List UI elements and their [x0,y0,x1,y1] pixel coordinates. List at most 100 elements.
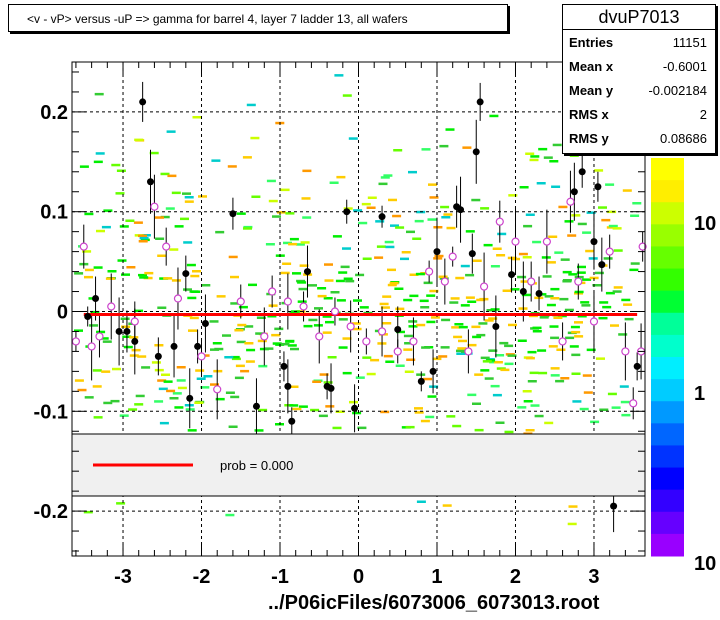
histogram-bin [121,273,130,276]
histogram-bin [131,348,141,352]
chart-title-box: <v - vP> versus -uP => gamma for barrel … [8,4,508,32]
histogram-bin [224,356,234,359]
colorbar-segment [651,268,684,292]
histogram-bin [574,321,583,324]
histogram-bin [134,403,144,406]
histogram-bin [355,376,365,379]
histogram-bin [355,273,365,277]
black-point [578,168,586,176]
histogram-bin [250,136,260,140]
histogram-bin [327,356,337,359]
histogram-bin [275,423,284,426]
histogram-bin [139,236,149,240]
histogram-bin [474,428,484,432]
histogram-bin [560,258,570,261]
histogram-bin [84,212,94,216]
histogram-bin [488,349,498,352]
black-point [492,322,500,330]
histogram-bin [539,316,549,319]
histogram-bin [367,196,377,199]
histogram-bin [210,383,219,386]
histogram-bin [189,316,199,320]
histogram-bin [112,367,121,371]
histogram-bin [195,369,205,372]
histogram-bin [268,304,278,307]
histogram-bin [176,379,186,382]
histogram-bin [210,348,219,351]
histogram-bin [467,393,477,397]
histogram-bin [569,154,579,157]
histogram-bin [140,238,150,242]
histogram-bin [231,357,241,361]
histogram-bin [467,300,477,303]
histogram-bin [480,207,490,210]
histogram-bin [427,218,437,221]
histogram-bin [74,329,83,332]
histogram-bin [519,186,529,189]
open-point [362,337,371,346]
open-point [87,342,96,351]
colorbar-segment [651,489,684,513]
histogram-bin [619,385,629,388]
histogram-bin [554,251,564,254]
stat-key: Entries [569,35,614,50]
open-point [173,294,183,303]
histogram-bin [546,261,556,264]
histogram-bin [77,388,87,392]
histogram-bin [532,330,542,333]
open-point [574,277,583,286]
histogram-bin [176,366,186,369]
histogram-bin [588,257,598,260]
histogram-bin [345,279,355,283]
histogram-bin [530,155,540,158]
histogram-bin [406,230,415,234]
histogram-bin [243,227,252,230]
histogram-bin [489,114,499,118]
histogram-bin [548,345,558,348]
open-point [107,302,116,311]
histogram-bin [490,308,500,311]
histogram-bin [472,335,482,339]
histogram-bin [582,278,592,281]
histogram-bin [163,380,173,383]
histogram-bin [380,410,390,414]
histogram-bin [394,287,404,290]
histogram-bin [504,344,514,348]
histogram-bin [495,421,505,424]
histogram-bin [580,301,590,304]
open-point [95,332,104,341]
black-point [519,288,527,296]
stat-key: Mean x [569,59,614,74]
axis-ticks [72,62,645,556]
x-tick-label: 3 [588,566,599,588]
histogram-bin [298,287,308,291]
open-point [236,297,245,306]
stat-row-rms-x: RMS x 2 [563,102,715,126]
histogram-bin [318,414,328,418]
histogram-bin [571,330,581,334]
y-tick-labels: -0.2 -0.1 0 0.1 0.2 [34,102,68,523]
histogram-bin [408,320,418,323]
histogram-bin [237,323,247,327]
histogram-bin [419,299,429,303]
histogram-bin [213,369,223,373]
histogram-bin [357,426,367,430]
histogram-bin [111,163,121,167]
x-tick-label: -1 [271,566,289,588]
histogram-bin [120,317,130,320]
stats-histogram-name: dvuP7013 [563,5,715,30]
histogram-bin [392,214,402,218]
histogram-bin [621,298,631,302]
histogram-bin [396,330,405,334]
colorbar-segment [651,533,684,557]
histogram-bin [603,257,613,260]
histogram-bin [135,394,145,398]
histogram-bin [155,237,165,240]
histogram-bin [529,158,539,162]
open-point [299,302,308,311]
histogram-bin [186,263,196,267]
histogram-bin [93,266,103,269]
histogram-bin [183,241,193,244]
colorbar-segment [651,357,684,380]
